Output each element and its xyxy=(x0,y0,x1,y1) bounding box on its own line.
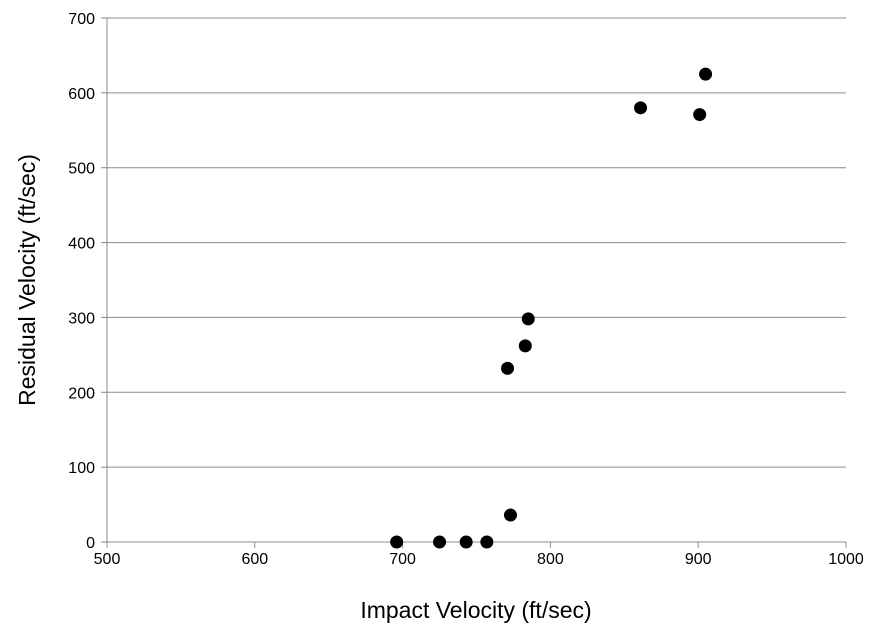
y-tick-label-200: 200 xyxy=(68,385,95,402)
data-point-7 xyxy=(521,312,535,326)
x-tick-label-1000: 1000 xyxy=(828,551,864,568)
y-tick-label-0: 0 xyxy=(86,535,95,552)
tick-labels: 0 100 200 300 400 500 600 700 500 600 700 800 900 100… xyxy=(68,11,864,568)
x-tick-label-600: 600 xyxy=(241,551,268,568)
x-tick-label-700: 700 xyxy=(389,551,416,568)
data-points xyxy=(390,67,713,549)
data-point-3 xyxy=(480,535,494,549)
data-point-0 xyxy=(390,535,404,549)
data-point-8 xyxy=(634,101,648,115)
data-point-2 xyxy=(459,535,473,549)
y-tick-label-600: 600 xyxy=(68,86,95,103)
data-point-4 xyxy=(503,508,517,522)
y-axis-title: Residual Velocity (ft/sec) xyxy=(14,154,40,406)
x-axis-title: Impact Velocity (ft/sec) xyxy=(360,597,591,623)
data-point-9 xyxy=(693,108,707,122)
x-tick-label-800: 800 xyxy=(537,551,564,568)
data-point-6 xyxy=(518,339,532,353)
y-tick-label-400: 400 xyxy=(68,236,95,253)
y-tick-label-300: 300 xyxy=(68,310,95,327)
data-point-5 xyxy=(501,361,515,375)
data-point-10 xyxy=(699,67,713,81)
y-tick-label-700: 700 xyxy=(68,11,95,28)
gridlines xyxy=(107,17,846,468)
x-tick-label-500: 500 xyxy=(94,551,121,568)
axes xyxy=(101,17,847,548)
x-tick-label-900: 900 xyxy=(685,551,712,568)
data-point-1 xyxy=(433,535,447,549)
y-tick-label-100: 100 xyxy=(68,460,95,477)
y-tick-label-500: 500 xyxy=(68,161,95,178)
